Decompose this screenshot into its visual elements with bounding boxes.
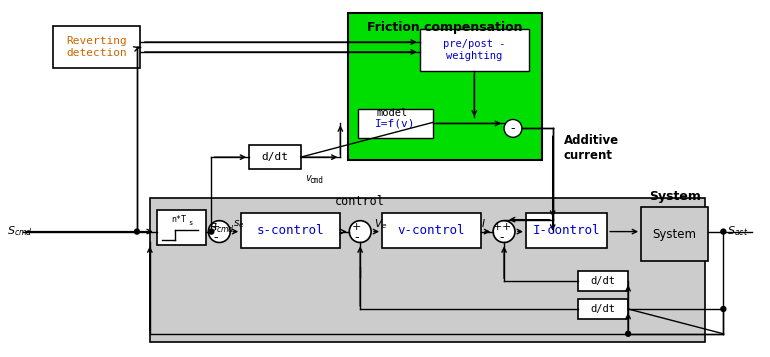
Text: pre/post -
weighting: pre/post - weighting: [443, 39, 506, 61]
Text: $S_{cmd}$: $S_{cmd}$: [7, 225, 33, 238]
Text: I-control: I-control: [533, 224, 601, 237]
Text: v-control: v-control: [398, 224, 465, 237]
Bar: [382, 213, 481, 248]
Text: $S_{cmd}$: $S_{cmd}$: [209, 221, 236, 235]
Bar: [241, 213, 340, 248]
Circle shape: [625, 331, 631, 336]
Bar: [150, 198, 705, 342]
Bar: [157, 210, 206, 246]
Text: $s_e$: $s_e$: [233, 218, 245, 230]
Circle shape: [209, 229, 214, 234]
Text: -: -: [213, 231, 218, 244]
Text: $V_e$: $V_e$: [374, 217, 387, 231]
Text: I: I: [481, 218, 484, 228]
Bar: [358, 109, 433, 138]
Text: +: +: [352, 222, 361, 232]
Text: I=f(v): I=f(v): [375, 119, 416, 129]
Text: s: s: [189, 220, 192, 226]
Text: Friction compensation: Friction compensation: [367, 21, 523, 34]
Circle shape: [721, 307, 726, 311]
Circle shape: [209, 221, 230, 242]
Text: -: -: [500, 231, 504, 244]
Text: d/dt: d/dt: [591, 276, 616, 286]
Text: Additive
current: Additive current: [564, 134, 619, 162]
Text: d/dt: d/dt: [261, 152, 288, 162]
Text: System: System: [649, 190, 701, 203]
Text: System: System: [653, 227, 697, 241]
Text: -: -: [511, 122, 515, 135]
Bar: [348, 13, 542, 160]
Circle shape: [493, 221, 515, 242]
Circle shape: [721, 229, 726, 234]
Circle shape: [504, 120, 522, 137]
Text: v: v: [305, 173, 310, 183]
Text: control: control: [335, 195, 385, 208]
Text: Reverting
detection: Reverting detection: [66, 36, 126, 58]
Text: +: +: [501, 222, 511, 232]
Text: n*T: n*T: [171, 215, 186, 224]
Bar: [52, 26, 140, 68]
Circle shape: [350, 221, 371, 242]
Text: +: +: [211, 222, 220, 232]
Text: d/dt: d/dt: [591, 304, 616, 314]
Bar: [578, 271, 628, 291]
Text: $S_{act}$: $S_{act}$: [728, 225, 748, 238]
Text: -: -: [354, 231, 359, 244]
Text: s-control: s-control: [257, 224, 324, 237]
Bar: [641, 207, 708, 261]
Circle shape: [135, 229, 139, 234]
Bar: [420, 29, 529, 71]
Bar: [249, 145, 300, 169]
Text: model: model: [376, 107, 407, 117]
Text: +: +: [493, 222, 502, 232]
Bar: [526, 213, 608, 248]
Bar: [578, 299, 628, 319]
Text: cmd: cmd: [310, 176, 323, 185]
